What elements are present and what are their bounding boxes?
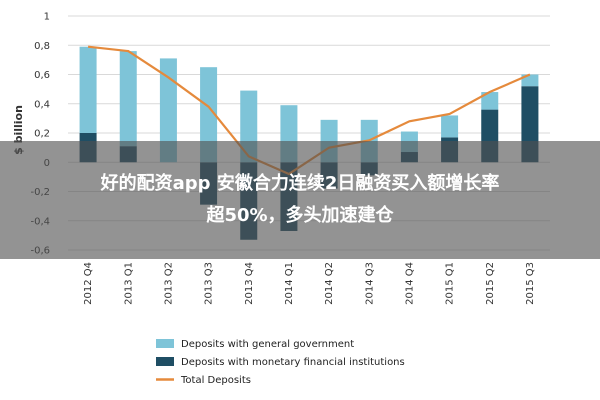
x-tick-label: 2013 Q4 bbox=[244, 262, 255, 305]
y-tick-label: 0,8 bbox=[34, 41, 50, 52]
x-tick-label: 2014 Q2 bbox=[324, 262, 335, 305]
bar-government-deposits bbox=[159, 58, 177, 163]
bar-government-deposits bbox=[521, 74, 539, 87]
bar-government-deposits bbox=[200, 67, 218, 163]
bar-government-deposits bbox=[79, 46, 97, 133]
x-axis-ticks: 2012 Q4 2013 Q1 2013 Q2 2013 Q3 2013 Q4 2014 … bbox=[83, 262, 536, 305]
x-tick-label: 2015 Q1 bbox=[445, 262, 456, 305]
legend-label: Deposits with general government bbox=[181, 339, 354, 350]
legend-label: Deposits with monetary financial institu… bbox=[181, 357, 405, 368]
x-tick-label: 2014 Q4 bbox=[404, 262, 415, 305]
headline-line-2: 超50%，多头加速建仓 bbox=[206, 205, 394, 226]
x-tick-label: 2014 Q1 bbox=[284, 262, 295, 305]
legend: Deposits with general government Deposits… bbox=[156, 339, 405, 386]
y-tick-label: 0,6 bbox=[34, 70, 50, 81]
y-tick-label: 1 bbox=[44, 12, 50, 23]
x-tick-label: 2013 Q3 bbox=[204, 262, 215, 305]
bar-government-deposits bbox=[481, 92, 499, 110]
headline-banner[interactable]: 好的配资app 安徽合力连续2日融资买入额增长率 超50%，多头加速建仓 bbox=[0, 141, 600, 259]
legend-swatch bbox=[156, 357, 174, 366]
x-tick-label: 2013 Q1 bbox=[123, 262, 134, 305]
x-tick-label: 2012 Q4 bbox=[83, 262, 94, 305]
bar-government-deposits bbox=[119, 51, 137, 147]
x-tick-label: 2014 Q3 bbox=[364, 262, 375, 305]
x-tick-label: 2015 Q3 bbox=[525, 262, 536, 305]
x-tick-label: 2013 Q2 bbox=[163, 262, 174, 305]
legend-swatch bbox=[156, 339, 174, 348]
bar-government-deposits bbox=[441, 115, 459, 138]
legend-label: Total Deposits bbox=[180, 375, 251, 386]
headline-line-1: 好的配资app 安徽合力连续2日融资买入额增长率 bbox=[100, 173, 500, 194]
y-tick-label: 0,2 bbox=[34, 129, 50, 140]
x-tick-label: 2015 Q2 bbox=[485, 262, 496, 305]
y-tick-label: 0,4 bbox=[34, 99, 50, 110]
